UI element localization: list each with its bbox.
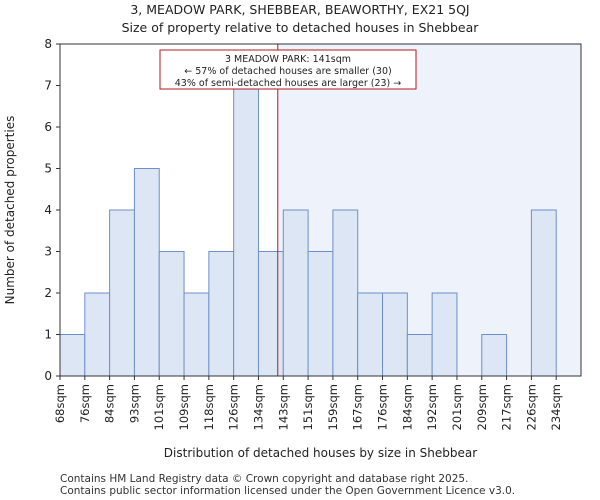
- x-tick-label: 192sqm: [425, 384, 439, 430]
- y-tick-label: 1: [44, 328, 52, 342]
- x-tick-label: 143sqm: [276, 384, 290, 430]
- histogram-chart: 0 1 2 3 4 5 6 7 8 68sqm 76sqm 84sqm 93sqm 101sqm 109s…: [3, 37, 582, 460]
- annotation-line-1: 3 MEADOW PARK: 141sqm: [225, 54, 351, 65]
- y-tick-label: 5: [44, 162, 52, 176]
- bar-143sqm: [282, 209, 309, 377]
- bar-134sqm: [257, 251, 284, 377]
- bar-109sqm: [183, 292, 210, 377]
- bar-76sqm: [84, 292, 111, 377]
- y-tick-label: 3: [44, 245, 52, 259]
- x-tick-label: 101sqm: [152, 384, 166, 430]
- bars-group: [59, 85, 557, 377]
- x-tick-label: 217sqm: [500, 384, 514, 430]
- x-axis: 68sqm 76sqm 84sqm 93sqm 101sqm 109sqm 118sqm 12…: [53, 376, 563, 430]
- x-tick-label: 118sqm: [202, 384, 216, 430]
- x-tick-label: 93sqm: [127, 384, 141, 423]
- bar-167sqm: [357, 292, 384, 377]
- y-tick-label: 2: [44, 286, 52, 300]
- annotation-line-2: ← 57% of detached houses are smaller (30…: [184, 66, 391, 77]
- x-tick-label: 76sqm: [78, 384, 92, 423]
- bar-176sqm: [382, 292, 408, 377]
- y-tick-label: 4: [44, 203, 52, 217]
- bar-209sqm: [481, 334, 508, 377]
- bar-151sqm: [307, 251, 334, 377]
- y-tick-label: 7: [44, 79, 52, 93]
- x-tick-label: 151sqm: [301, 384, 315, 430]
- x-tick-label: 84sqm: [103, 384, 117, 423]
- chart-title: 3, MEADOW PARK, SHEBBEAR, BEAWORTHY, EX2…: [130, 2, 470, 17]
- bar-84sqm: [109, 209, 135, 377]
- bar-126sqm: [233, 85, 259, 377]
- x-tick-label: 167sqm: [351, 384, 365, 430]
- y-tick-label: 8: [44, 37, 52, 51]
- x-tick-label: 226sqm: [524, 384, 538, 430]
- y-axis: 0 1 2 3 4 5 6 7 8: [44, 37, 60, 383]
- bar-93sqm: [133, 168, 160, 377]
- footer-copyright: Contains HM Land Registry data © Crown c…: [60, 473, 469, 485]
- footer-licence: Contains public sector information licen…: [60, 485, 516, 497]
- x-tick-label: 234sqm: [549, 384, 563, 430]
- x-tick-label: 109sqm: [177, 384, 191, 430]
- x-tick-label: 176sqm: [376, 384, 390, 430]
- bar-118sqm: [208, 251, 235, 377]
- bar-226sqm: [530, 209, 557, 377]
- bar-192sqm: [431, 292, 458, 377]
- x-tick-label: 184sqm: [400, 384, 414, 430]
- annotation-box: 3 MEADOW PARK: 141sqm ← 57% of detached …: [159, 49, 417, 90]
- x-tick-label: 159sqm: [326, 384, 340, 430]
- x-tick-label: 209sqm: [475, 384, 489, 430]
- x-tick-label: 134sqm: [251, 384, 265, 430]
- y-axis-label: Number of detached properties: [3, 116, 17, 305]
- y-tick-label: 0: [44, 369, 52, 383]
- bar-159sqm: [332, 209, 359, 377]
- bar-184sqm: [406, 334, 433, 377]
- x-tick-label: 68sqm: [53, 384, 67, 423]
- chart-subtitle: Size of property relative to detached ho…: [121, 20, 479, 35]
- x-tick-label: 201sqm: [450, 384, 464, 430]
- annotation-line-3: 43% of semi-detached houses are larger (…: [175, 78, 402, 89]
- bar-101sqm: [158, 251, 185, 377]
- y-tick-label: 6: [44, 120, 52, 134]
- x-tick-label: 126sqm: [227, 384, 241, 430]
- x-axis-label: Distribution of detached houses by size …: [164, 446, 477, 460]
- bar-68sqm: [59, 334, 86, 377]
